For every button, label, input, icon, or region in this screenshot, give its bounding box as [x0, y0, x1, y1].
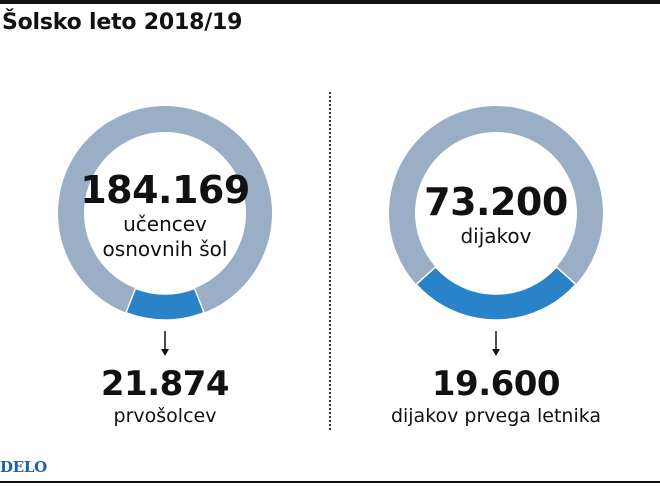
top-rule	[0, 0, 660, 4]
bottom-rule	[0, 481, 660, 483]
left-highlight-value: 21.874	[100, 364, 230, 404]
right-donut-center: 73.200 dijakov	[396, 180, 596, 249]
left-arrow-icon	[161, 331, 169, 356]
left-total-text-1: učencev	[123, 212, 207, 236]
right-highlight-text: dijakov prvega letnika	[390, 405, 602, 427]
left-donut-highlight-slice	[125, 287, 205, 321]
right-arrow-icon	[492, 331, 500, 356]
right-total-text: dijakov	[460, 224, 532, 248]
left-total-value: 184.169	[80, 168, 250, 212]
right-highlight-value: 19.600	[431, 364, 561, 404]
left-highlight-label: 21.874 prvošolcev	[35, 364, 295, 428]
right-highlight-label: 19.600 dijakov prvega letnika	[366, 364, 626, 428]
left-total-text-2: osnovnih šol	[102, 237, 228, 261]
delo-logo: DELO	[0, 458, 47, 476]
divider	[329, 92, 331, 430]
left-donut-center: 184.169 učencev osnovnih šol	[65, 168, 265, 262]
right-donut-highlight-slice	[415, 265, 577, 321]
right-donut-remainder-slice	[388, 105, 603, 285]
chart-title: Šolsko leto 2018/19	[2, 10, 243, 35]
right-total-value: 73.200	[424, 180, 568, 224]
left-highlight-text: prvošolcev	[113, 405, 217, 427]
